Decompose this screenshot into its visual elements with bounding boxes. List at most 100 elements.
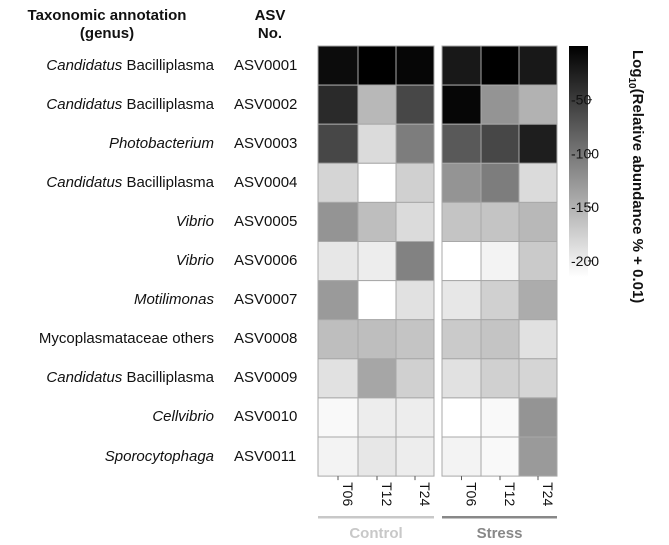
heatmap-cell [317, 358, 359, 399]
genus-label: Vibrio [176, 213, 214, 231]
asv-label: ASV0011 [234, 447, 297, 465]
genus-label: Vibrio [176, 252, 214, 270]
heatmap-cell [357, 162, 397, 203]
heatmap-cell [480, 280, 520, 321]
column-labels: T06 T12 T24 T06 T12 T24 [337, 476, 556, 506]
genus-italic-text: Candidatus [46, 173, 123, 191]
heatmap-cell [395, 241, 435, 282]
heatmap-cell [480, 45, 520, 86]
heatmap-cell [441, 84, 482, 125]
heatmap-cell [317, 201, 359, 242]
heatmap-cell [357, 319, 397, 360]
heatmap-cell [441, 358, 482, 399]
heatmap-cell [395, 123, 435, 164]
heatmap-cell [441, 241, 482, 282]
group-bar [318, 516, 434, 519]
heatmap-cell [480, 358, 520, 399]
column-label: T12 [502, 482, 518, 506]
heatmap-cell [480, 201, 520, 242]
genus-rest-text: Bacilliplasma [122, 369, 214, 387]
heatmap-cell [395, 397, 435, 438]
heatmap-cell [480, 162, 520, 203]
heatmap-cell [518, 280, 558, 321]
asv-label: ASV0003 [234, 134, 298, 152]
heatmap-cell [357, 280, 397, 321]
genus-rest-text: Bacilliplasma [122, 56, 214, 74]
asv-label: ASV0010 [234, 408, 298, 426]
heatmap-cell [357, 436, 397, 477]
heatmap-cell [317, 319, 359, 360]
colorbar-title-main: Log [629, 50, 646, 78]
genus-rest-text: Mycoplasmataceae others [38, 330, 214, 348]
asv-header: ASV No. [240, 7, 300, 43]
colorbar-title-rest: (Relative abundance % + 0.01) [629, 89, 646, 304]
heatmap-cell [480, 84, 520, 125]
genus-rest-text: Bacilliplasma [122, 95, 214, 113]
column-label: T24 [417, 482, 433, 506]
asv-header-line1: ASV [254, 7, 286, 24]
colorbar-tick-label: -150 [571, 199, 599, 215]
heatmap-cell [357, 241, 397, 282]
heatmap-cell [518, 162, 558, 203]
genus-label: Cellvibrio [152, 408, 214, 426]
asv-label: ASV0009 [234, 369, 298, 387]
genus-header-line2: (genus) [79, 25, 135, 42]
heatmap-cell [317, 280, 359, 321]
genus-rest-text: Bacilliplasma [122, 173, 214, 191]
heatmap-cell [518, 241, 558, 282]
heatmap-cell [395, 358, 435, 399]
genus-italic-text: Cellvibrio [152, 408, 214, 426]
heatmap-cell [441, 123, 482, 164]
heatmap-cell [518, 123, 558, 164]
genus-label: Photobacterium [109, 135, 214, 153]
heatmap-cell [480, 123, 520, 164]
colorbar: -50 -100 -150 -200 Log10(Relative abundance … [569, 46, 646, 303]
heatmap-cell [480, 241, 520, 282]
genus-label: Candidatus Bacilliplasma [46, 174, 214, 192]
colorbar-tick-label: -200 [571, 253, 599, 269]
colorbar-title: Log10(Relative abundance % + 0.01) [626, 50, 646, 303]
heatmap-cell [441, 162, 482, 203]
heatmap-cell [317, 397, 359, 438]
heatmap-cell [441, 436, 482, 477]
genus-italic-text: Candidatus [46, 56, 123, 74]
heatmap-cell [317, 162, 359, 203]
genus-italic-text: Candidatus [46, 369, 123, 387]
heatmap-cell [357, 397, 397, 438]
heatmap-cell [395, 280, 435, 321]
asv-label: ASV0005 [234, 212, 298, 230]
heatmap-cell [317, 45, 359, 86]
asv-label: ASV0002 [234, 95, 298, 113]
genus-label: Mycoplasmataceae others [39, 330, 214, 348]
heatmap-cell [395, 201, 435, 242]
column-label: T06 [340, 482, 356, 506]
heatmap-cell [480, 319, 520, 360]
genus-italic-text: Candidatus [46, 95, 123, 113]
heatmap-cell [441, 201, 482, 242]
heatmap-cell [518, 84, 558, 125]
genus-italic-text: Vibrio [175, 252, 214, 270]
asv-label: ASV0007 [234, 291, 298, 309]
colorbar-tick-label: -50 [571, 92, 591, 108]
group-label: Stress [477, 525, 523, 542]
genus-label: Motilimonas [134, 291, 214, 309]
asv-header-line2: No. [257, 25, 283, 42]
heatmap-cell [441, 397, 482, 438]
genus-italic-text: Motilimonas [133, 291, 214, 309]
heatmap-cell [317, 241, 359, 282]
heatmap-cell [317, 123, 359, 164]
heatmap-cell [518, 201, 558, 242]
column-label: T06 [464, 482, 480, 506]
heatmap-cell [518, 319, 558, 360]
column-label: T24 [540, 482, 556, 506]
genus-italic-text: Vibrio [175, 212, 214, 230]
group-bar [442, 516, 557, 519]
heatmap-cell [317, 84, 359, 125]
asv-label: ASV0001 [234, 56, 298, 74]
heatmap-cell [395, 84, 435, 125]
genus-label: Candidatus Bacilliplasma [46, 369, 214, 387]
colorbar-tick-label: -100 [571, 145, 599, 161]
heatmap-cell [395, 45, 435, 86]
asv-label: ASV0008 [234, 330, 298, 348]
